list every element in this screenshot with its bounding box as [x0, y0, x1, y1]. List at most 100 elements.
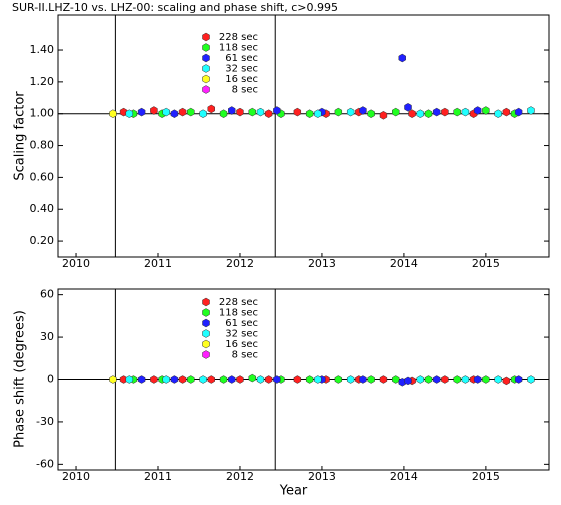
data-point	[137, 375, 146, 384]
data-point	[494, 375, 502, 384]
x-tick-label: 2011	[144, 257, 172, 270]
data-point	[502, 376, 511, 386]
legend-label: 61 sec	[225, 53, 258, 64]
legend-marker	[202, 318, 210, 328]
data-point	[273, 106, 281, 115]
data-point	[514, 375, 523, 384]
x-tick-label: 2011	[144, 470, 172, 483]
data-point	[482, 106, 490, 115]
y-tick-label: 60	[40, 288, 54, 301]
data-point	[207, 104, 215, 114]
legend-marker	[202, 43, 210, 52]
data-point	[219, 109, 228, 118]
x-tick-label: 2012	[226, 470, 254, 483]
data-point	[199, 109, 207, 118]
data-point	[379, 111, 388, 120]
data-point	[162, 107, 170, 117]
legend-marker	[202, 53, 210, 63]
y-tick-label: 1.40	[30, 43, 55, 56]
y-tick-label: 0.20	[30, 234, 55, 247]
data-point	[404, 103, 412, 112]
data-point	[502, 107, 511, 117]
data-point	[187, 107, 195, 117]
data-point	[248, 107, 256, 117]
data-point	[236, 375, 244, 384]
data-point	[473, 106, 482, 115]
data-point	[359, 375, 367, 384]
data-point	[264, 375, 273, 384]
data-point	[228, 106, 236, 115]
y-tick-label: -60	[36, 457, 54, 470]
data-point	[441, 107, 449, 117]
data-point	[424, 375, 433, 384]
data-point	[514, 107, 523, 117]
data-point	[199, 375, 207, 384]
data-point	[273, 375, 281, 384]
data-point	[441, 375, 449, 384]
y-tick-label: 0.80	[30, 139, 55, 152]
data-point	[453, 107, 461, 117]
data-point	[494, 109, 502, 118]
data-point	[527, 106, 535, 115]
legend-marker	[202, 350, 210, 359]
data-point	[314, 375, 322, 384]
data-point	[264, 109, 273, 118]
x-axis-label: Year	[279, 484, 308, 499]
data-point	[256, 107, 265, 117]
legend-marker	[202, 297, 210, 307]
y-tick-label: 1.00	[30, 107, 55, 120]
legend-label: 118 sec	[219, 43, 258, 54]
legend-label: 8 sec	[232, 350, 258, 361]
data-point	[125, 109, 134, 118]
data-point	[256, 375, 265, 384]
data-point	[187, 375, 195, 384]
data-point	[461, 107, 470, 117]
data-point	[461, 375, 470, 384]
data-point	[346, 107, 355, 117]
x-tick-label: 2013	[308, 470, 336, 483]
data-point	[379, 375, 388, 384]
data-point	[305, 375, 314, 384]
data-point	[334, 107, 343, 117]
data-point	[392, 375, 400, 384]
data-point	[359, 106, 367, 115]
data-point	[473, 375, 482, 384]
data-point	[109, 109, 117, 118]
x-tick-label: 2015	[472, 470, 500, 483]
data-point	[178, 375, 187, 384]
x-tick-label: 2010	[62, 470, 90, 483]
data-point	[424, 109, 433, 118]
x-tick-label: 2010	[62, 257, 90, 270]
y-tick-label: 0.60	[30, 170, 55, 183]
legend-label: 32 sec	[225, 64, 258, 75]
legend-marker	[202, 74, 210, 84]
legend-label: 61 sec	[225, 318, 258, 329]
data-point	[207, 375, 215, 384]
data-point	[305, 109, 314, 118]
data-point	[527, 375, 535, 384]
y-tick-label: 0.40	[30, 202, 55, 215]
data-point	[367, 109, 375, 118]
data-point	[392, 107, 400, 117]
legend-marker	[202, 32, 210, 42]
legend-label: 16 sec	[225, 74, 258, 85]
data-point	[137, 107, 146, 117]
x-tick-label: 2013	[308, 257, 336, 270]
data-point	[293, 107, 302, 117]
data-point	[482, 375, 490, 384]
x-tick-label: 2014	[390, 257, 418, 270]
legend-marker	[202, 308, 210, 317]
legend-label: 16 sec	[225, 339, 258, 350]
y-tick-label: 30	[40, 330, 54, 343]
data-point	[219, 375, 228, 384]
legend-label: 118 sec	[219, 308, 258, 319]
legend-label: 228 sec	[219, 297, 258, 308]
data-point	[346, 375, 355, 384]
data-point	[334, 375, 343, 384]
plot-frame	[57, 14, 550, 258]
legend-marker	[202, 339, 210, 349]
data-point	[293, 375, 302, 384]
data-point	[432, 107, 441, 117]
data-point	[408, 109, 416, 118]
